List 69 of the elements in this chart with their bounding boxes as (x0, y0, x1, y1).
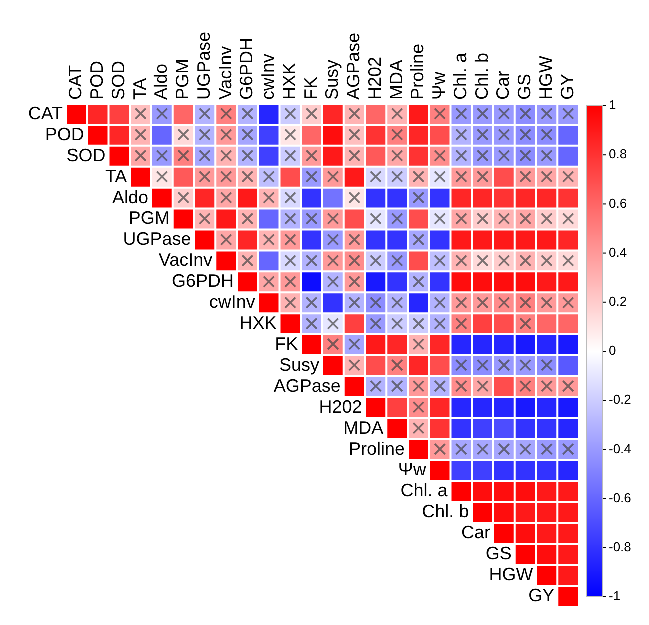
data-label: × (390, 203, 405, 234)
data-label: × (304, 98, 320, 129)
data-label: × (218, 224, 234, 254)
data-label: × (411, 266, 426, 296)
data-label: × (475, 245, 490, 276)
data-label: × (496, 350, 512, 380)
data-label: × (432, 98, 448, 129)
data-label: × (475, 434, 490, 464)
y-tick-label: AGPase (274, 376, 341, 396)
data-label: × (240, 203, 256, 234)
data-label: × (368, 203, 384, 234)
data-label: × (432, 245, 448, 276)
data-label: × (496, 434, 512, 464)
data-label: × (560, 162, 576, 192)
data-label: × (539, 245, 555, 276)
data-label: × (432, 371, 448, 402)
data-label: × (304, 203, 320, 234)
color-bar-label: -0.6 (609, 490, 632, 506)
data-label: × (539, 203, 555, 234)
data-label: × (496, 203, 512, 234)
data-label: × (390, 245, 405, 276)
data-label: × (475, 287, 490, 318)
data-label: × (154, 98, 170, 129)
color-bar-label: -1 (609, 588, 621, 604)
data-label: × (197, 203, 213, 234)
color-bar-label: 0.6 (609, 196, 628, 211)
data-label: × (518, 245, 534, 276)
data-label: × (261, 266, 277, 296)
data-label: × (539, 434, 555, 464)
y-tick-label: UGPase (123, 229, 192, 250)
data-label: × (432, 203, 448, 234)
color-bar-label: 1 (609, 98, 616, 113)
data-label: × (475, 203, 490, 234)
data-label: × (432, 434, 448, 464)
data-label: × (560, 287, 576, 318)
data-label: × (261, 224, 277, 254)
data-label: × (176, 182, 192, 213)
y-tick-label: Aldo (112, 187, 148, 208)
data-label: × (368, 162, 384, 192)
color-bar-label: -0.2 (609, 392, 632, 408)
data-label: × (518, 203, 534, 234)
data-label: × (539, 287, 555, 318)
color-bar-label: -0.4 (609, 441, 632, 456)
x-tick-label: GY (557, 74, 578, 100)
data-label: × (411, 224, 426, 254)
data-label: × (518, 434, 534, 464)
data-label: × (496, 245, 512, 276)
data-label: × (560, 371, 576, 402)
data-label: × (368, 371, 384, 402)
y-tick-label: FK (275, 334, 298, 354)
y-tick-label: Susy (279, 354, 320, 375)
data-label: × (496, 287, 512, 318)
data-label: × (560, 434, 576, 464)
color-bar-label: 0.4 (609, 244, 628, 260)
color-bar-label: -0.8 (609, 539, 632, 554)
data-label: × (326, 162, 341, 192)
data-label: × (454, 203, 470, 234)
data-label: × (560, 98, 576, 129)
data-label: × (454, 245, 470, 276)
data-label: × (454, 434, 470, 464)
color-bar-label: 0.8 (609, 146, 628, 162)
color-bar-label: 0 (609, 343, 616, 358)
data-label: × (304, 245, 320, 276)
data-label: × (368, 245, 384, 276)
data-label: × (560, 245, 576, 276)
data-label: × (346, 182, 362, 213)
data-label: × (560, 203, 576, 234)
color-bar-label: 0.2 (609, 294, 628, 309)
data-label: × (240, 245, 256, 276)
